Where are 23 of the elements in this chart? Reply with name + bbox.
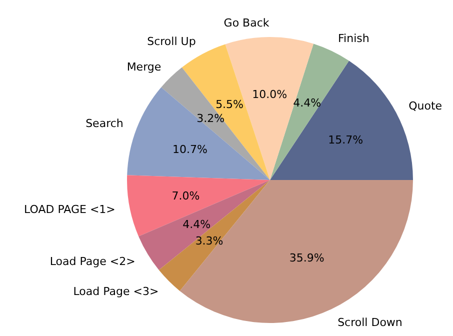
data-label: 10.0% — [252, 88, 288, 102]
slice-label: Search — [86, 116, 124, 130]
data-label: 3.3% — [195, 234, 224, 248]
slice-label: Finish — [338, 32, 370, 46]
pie-slice — [127, 175, 270, 236]
slice-label: Load Page <2> — [50, 255, 136, 268]
data-label: 4.4% — [182, 218, 211, 232]
data-label: 15.7% — [328, 133, 364, 146]
data-label: 7.0% — [172, 190, 200, 203]
data-label: 4.4% — [293, 96, 322, 110]
data-label: 3.2% — [196, 112, 225, 125]
slice-label: Merge — [126, 60, 162, 74]
slice-label: Go Back — [224, 16, 270, 30]
slice-label: LOAD PAGE <1> — [24, 202, 116, 216]
slice-label: Scroll Down — [338, 316, 402, 329]
data-label: 10.7% — [172, 142, 208, 156]
pie-slice — [138, 180, 270, 270]
slice-label: Scroll Up — [147, 35, 196, 48]
slice-label: Load Page <3> — [73, 284, 159, 298]
pie-slice — [158, 180, 270, 291]
slice-label: Quote — [408, 99, 442, 112]
data-label: 5.5% — [216, 98, 244, 112]
data-label: 35.9% — [289, 251, 324, 264]
